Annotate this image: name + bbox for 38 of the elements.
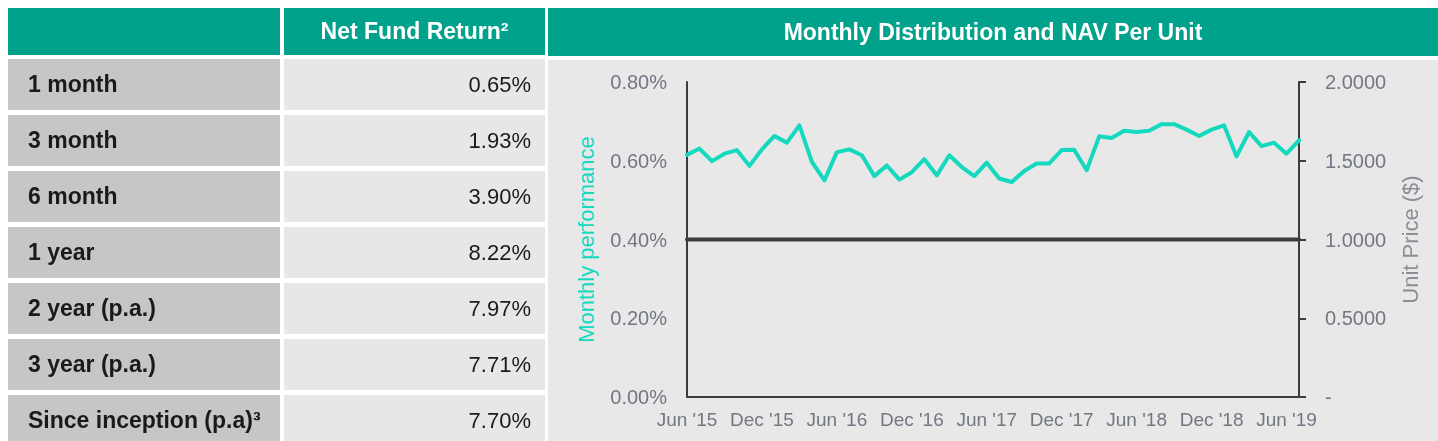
- data-label: 0.65%: [468, 71, 531, 98]
- data-label: 7.97%: [468, 295, 531, 322]
- category-label: 1 month: [28, 71, 118, 98]
- category-label: Since inception (p.a)³: [28, 407, 261, 434]
- y-tick-label: 0.00%: [610, 386, 668, 408]
- y2-tick-label: -: [1325, 386, 1332, 408]
- y-tick-label: 0.60%: [610, 149, 668, 172]
- x-tick-label: Jun '17: [956, 409, 1018, 430]
- y-tick-label: 0.80%: [610, 71, 668, 93]
- x-tick-label: Jun '15: [656, 409, 718, 430]
- y2-tick-label: 1.5000: [1325, 149, 1387, 172]
- category-label: 2 year (p.a.): [28, 295, 156, 322]
- y2-tick-label: 2.0000: [1325, 71, 1387, 93]
- x-tick-label: Dec '15: [730, 409, 794, 430]
- data-label: 7.70%: [468, 407, 531, 434]
- x-tick-label: Dec '17: [1029, 409, 1094, 430]
- x-tick-label: Jun '19: [1256, 409, 1317, 430]
- y2-tick-label: 1.0000: [1325, 228, 1387, 251]
- x-tick-label: Dec '16: [879, 409, 944, 430]
- x-tick-label: Jun '16: [806, 409, 868, 430]
- y2-axis-title: Unit Price ($): [1397, 175, 1423, 304]
- y-tick-label: 0.20%: [610, 307, 668, 330]
- category-label: 6 month: [28, 183, 118, 210]
- line-series: [685, 122, 1301, 185]
- y-axis-title: Monthly performance: [573, 136, 599, 343]
- category-label: 1 year: [28, 239, 95, 266]
- x-tick-label: Jun '18: [1106, 409, 1167, 430]
- category-label: 3 year (p.a.): [28, 351, 156, 378]
- x-tick-label: Dec '18: [1179, 409, 1244, 430]
- data-label: 7.71%: [468, 351, 531, 378]
- data-label: 3.90%: [468, 183, 531, 210]
- category-label: 3 month: [28, 127, 118, 154]
- y2-tick-label: 0.5000: [1325, 307, 1387, 330]
- chart-title: Monthly Distribution and NAV Per Unit: [783, 18, 1203, 46]
- data-label: 1.93%: [468, 127, 531, 154]
- y-tick-label: 0.40%: [610, 228, 668, 251]
- data-label: 8.22%: [468, 239, 531, 266]
- text: Net Fund Return²: [320, 18, 509, 45]
